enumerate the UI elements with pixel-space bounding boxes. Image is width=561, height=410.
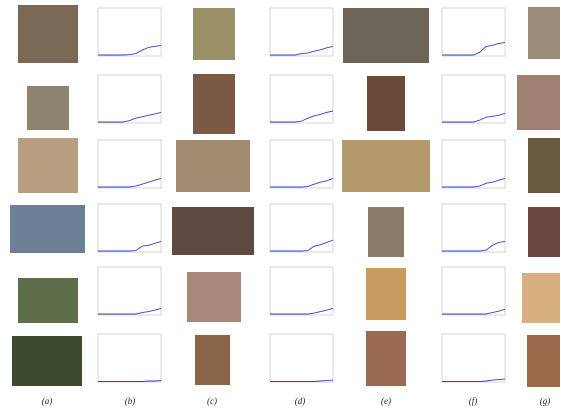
plot-curve (442, 379, 505, 381)
plot-frame (270, 75, 333, 123)
bird-photo (522, 273, 560, 323)
bird-photo (12, 336, 82, 386)
plot-curve (442, 241, 505, 251)
plot-frame (442, 8, 505, 56)
bird-photo (528, 138, 560, 193)
bird-photo (368, 207, 404, 257)
bird-photo (527, 335, 560, 387)
caption: (g) (540, 396, 551, 406)
bird-photo (18, 138, 78, 193)
bird-photo (342, 140, 430, 192)
plot-curve (98, 112, 161, 122)
plot-curve (442, 43, 505, 55)
plot-frame (98, 8, 161, 56)
plot-curve (442, 309, 505, 314)
caption: (a) (42, 396, 53, 406)
bird-photo (517, 75, 560, 130)
bird-photo (193, 8, 235, 60)
plot-curve (270, 46, 333, 55)
plot-curve (98, 45, 161, 55)
bird-photo (366, 331, 406, 386)
bird-photo (528, 207, 560, 257)
plot-frame (270, 204, 333, 252)
plot-frame (442, 334, 505, 382)
caption: (c) (207, 396, 217, 406)
bird-photo (195, 335, 230, 385)
bird-photo (172, 207, 254, 255)
plot-curve (270, 178, 333, 187)
plot-frame (270, 140, 333, 188)
caption: (e) (381, 396, 391, 406)
plot-curve (98, 308, 161, 314)
bird-photo (193, 74, 235, 134)
plot-curve (270, 111, 333, 122)
bird-photo (10, 205, 85, 253)
bird-photo (528, 7, 560, 59)
plot-curve (98, 381, 161, 382)
bird-photo (366, 268, 406, 320)
bird-photo (176, 140, 250, 192)
plot-curve (442, 113, 505, 122)
plot-frame (98, 75, 161, 123)
plot-curve (270, 380, 333, 381)
bird-photo (343, 8, 429, 63)
plot-curve (270, 308, 333, 314)
plot-frame (98, 267, 161, 315)
plot-frame (442, 267, 505, 315)
figure: (a) (b) (c) (d) (e) (f) (g) (0, 0, 561, 410)
plot-frame (270, 267, 333, 315)
caption: (d) (295, 396, 306, 406)
plot-frame (442, 204, 505, 252)
bird-photo (367, 76, 405, 131)
bird-photo (187, 272, 241, 322)
plot-frame (270, 334, 333, 382)
caption: (b) (125, 396, 136, 406)
plot-curve (98, 241, 161, 251)
plot-curve (442, 178, 505, 187)
bird-photo (27, 86, 69, 130)
plot-curve (98, 178, 161, 187)
bird-photo (18, 278, 78, 323)
plot-curve (270, 240, 333, 251)
plot-frame (98, 334, 161, 382)
bird-photo (18, 5, 78, 63)
caption: (f) (469, 396, 478, 406)
